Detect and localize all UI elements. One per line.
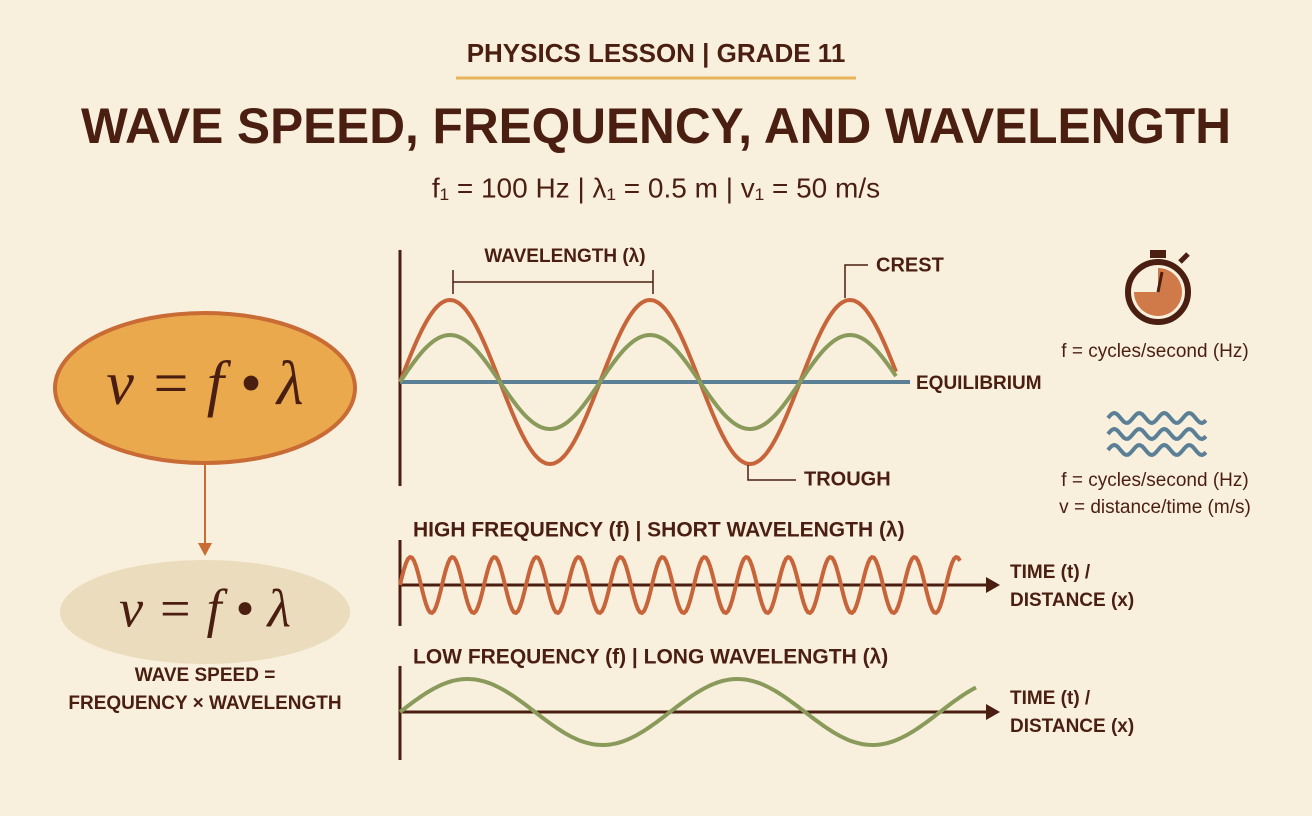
wave — [398, 554, 962, 616]
panel-title: LOW FREQUENCY (f) | LONG WAVELENGTH (λ) — [413, 646, 888, 669]
icon-wave — [1106, 426, 1208, 442]
wave — [398, 297, 898, 467]
formula-main: v = f • λ — [106, 350, 303, 418]
trough-label: TROUGH — [804, 468, 891, 490]
legend-text: v = distance/time (m/s) — [1059, 497, 1251, 518]
caption: FREQUENCY × WAVELENGTH — [68, 693, 341, 714]
formula-secondary: v = f • λ — [119, 578, 291, 638]
title: WAVE SPEED, FREQUENCY, AND WAVELENGTH — [81, 98, 1231, 154]
axis-label: DISTANCE (x) — [1010, 716, 1134, 737]
legend-text: f = cycles/second (Hz) — [1061, 341, 1248, 362]
arrow-head — [198, 543, 212, 556]
axis-label: DISTANCE (x) — [1010, 590, 1134, 611]
panel-title: HIGH FREQUENCY (f) | SHORT WAVELENGTH (λ… — [413, 519, 905, 542]
stopwatch-icon — [1125, 250, 1191, 325]
legend-text: f = cycles/second (Hz) — [1061, 470, 1248, 491]
axis-arrow — [986, 704, 1000, 720]
caption: WAVE SPEED = — [135, 665, 276, 686]
crest-label: CREST — [876, 254, 944, 276]
icon-wave — [1106, 442, 1208, 458]
waves-icon — [1106, 410, 1208, 458]
wave — [398, 677, 977, 747]
crest-leader — [844, 264, 868, 298]
axis-label: TIME (t) / — [1010, 562, 1091, 583]
equilibrium-label: EQUILIBRIUM — [916, 373, 1042, 394]
wavelength-label: WAVELENGTH (λ) — [484, 246, 645, 267]
icon-wave — [1106, 410, 1208, 426]
axis-arrow — [986, 577, 1000, 593]
formula-ellipse — [53, 311, 357, 465]
axis-label: TIME (t) / — [1010, 688, 1091, 709]
wave — [398, 332, 898, 432]
formula-ellipse-2 — [60, 560, 350, 664]
trough-leader — [747, 465, 796, 481]
subtitle: f₁ = 100 Hz | λ₁ = 0.5 m | v₁ = 50 m/s — [432, 172, 880, 203]
kicker: PHYSICS LESSON | GRADE 11 — [467, 38, 846, 68]
